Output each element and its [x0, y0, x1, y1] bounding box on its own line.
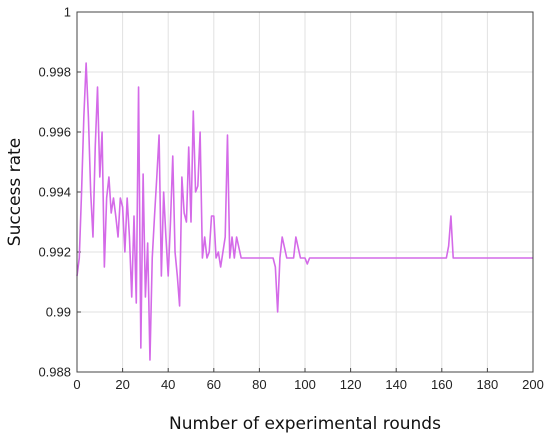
- grid-lines: [76, 11, 534, 373]
- y-tick-label: 1: [64, 5, 71, 20]
- x-tick-label: 60: [207, 377, 221, 392]
- x-tick-label: 180: [477, 377, 499, 392]
- plot-frame: [76, 11, 534, 373]
- series-layer: [76, 62, 533, 361]
- y-tick-label: 0.994: [38, 185, 71, 200]
- y-tick-label: 0.99: [46, 305, 71, 320]
- axis-ticks: 0 20 40 60 80 100 120 140 160 180 200 0.988 0.99 0.99…: [38, 5, 543, 393]
- x-tick-label: 40: [161, 377, 175, 392]
- x-axis-label: Number of experimental rounds: [169, 414, 441, 434]
- x-tick-label: 120: [340, 377, 362, 392]
- x-tick-label: 100: [294, 377, 316, 392]
- series-line-0: [76, 62, 533, 361]
- y-tick-label: 0.992: [38, 245, 71, 260]
- y-tick-label: 0.988: [38, 365, 71, 380]
- y-tick-label: 0.998: [38, 65, 71, 80]
- y-axis-label: Success rate: [5, 138, 25, 246]
- x-tick-label: 20: [115, 377, 129, 392]
- x-tick-label: 140: [385, 377, 407, 392]
- x-tick-label: 200: [522, 377, 544, 392]
- y-tick-label: 0.996: [38, 125, 71, 140]
- x-tick-label: 80: [252, 377, 266, 392]
- x-tick-label: 0: [73, 377, 80, 392]
- x-tick-label: 160: [431, 377, 453, 392]
